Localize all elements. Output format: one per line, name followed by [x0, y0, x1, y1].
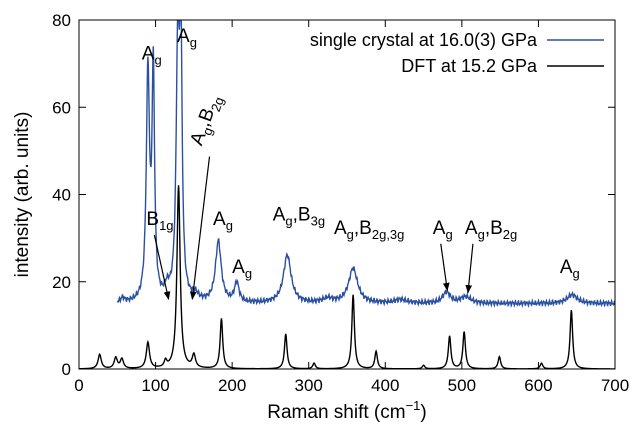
annotation-label: Ag: [232, 257, 252, 281]
x-axis-label: Raman shift (cm−1): [267, 398, 426, 423]
annotation-label: Ag: [177, 26, 197, 50]
y-tick-label: 60: [52, 98, 71, 117]
y-tick-label: 20: [52, 273, 71, 292]
y-tick-label: 0: [62, 360, 71, 379]
ticks-layer: 0 100 200 300 400 500 600 700 0 20 40 60 80: [52, 11, 629, 395]
x-tick-label: 700: [601, 376, 629, 395]
x-tick-label: 600: [524, 376, 552, 395]
peak-annotation-2: Ag: [177, 26, 197, 50]
legend-label-1: DFT at 15.2 GPa: [401, 56, 538, 76]
peak-annotation-1: Ag: [142, 43, 162, 67]
y-axis-label: intensity (arb. units): [12, 112, 33, 278]
x-tick-label: 400: [371, 376, 399, 395]
annotation-arrow: [153, 234, 171, 301]
annotation-label: Ag: [213, 209, 233, 233]
x-tick-label: 0: [74, 376, 83, 395]
series-line-0: [116, 20, 615, 309]
peak-annotation-6: Ag,B3g: [273, 205, 325, 229]
y-tick-label: 40: [52, 186, 71, 205]
peak-annotation-3: Ag,B2g: [186, 92, 227, 301]
peak-annotation-9: Ag,B2g: [465, 218, 517, 294]
annotation-label: Ag: [560, 257, 580, 281]
annotation-label: Ag,B3g: [273, 205, 325, 229]
annotation-arrow: [465, 243, 474, 294]
x-axis-label-main: Raman shift (cm: [267, 402, 405, 423]
x-tick-label: 300: [295, 376, 323, 395]
legend: single crystal at 16.0(3) GPa DFT at 15.2…: [310, 30, 604, 76]
annotation-label: B1g: [146, 209, 173, 233]
annotation-label: Ag,B2g: [465, 218, 517, 242]
y-tick-label: 80: [52, 11, 71, 30]
peak-annotation-0: B1g: [146, 209, 174, 301]
annotation-label: Ag,B2g,3g: [334, 218, 404, 242]
peak-annotation-8: Ag: [433, 218, 453, 292]
peak-annotation-5: Ag: [232, 257, 252, 281]
annotations-layer: B1g Ag Ag Ag,B2g Ag Ag Ag,B3g Ag,B2g,3g Ag Ag,B2g…: [142, 26, 580, 301]
annotation-arrow: [440, 243, 450, 292]
x-axis-label-end: ): [420, 402, 426, 423]
annotation-label: Ag: [142, 43, 162, 67]
x-tick-label: 200: [218, 376, 246, 395]
annotation-label: Ag: [433, 218, 453, 242]
x-tick-label: 100: [141, 376, 169, 395]
peak-annotation-4: Ag: [213, 209, 233, 233]
x-tick-label: 500: [448, 376, 476, 395]
peak-annotation-7: Ag,B2g,3g: [334, 218, 404, 242]
peak-annotation-10: Ag: [560, 257, 580, 281]
annotation-label: Ag,B2g: [186, 92, 226, 149]
x-axis-label-sup: −1: [406, 398, 421, 413]
legend-label-0: single crystal at 16.0(3) GPa: [310, 30, 538, 50]
annotation-arrow: [189, 156, 211, 301]
